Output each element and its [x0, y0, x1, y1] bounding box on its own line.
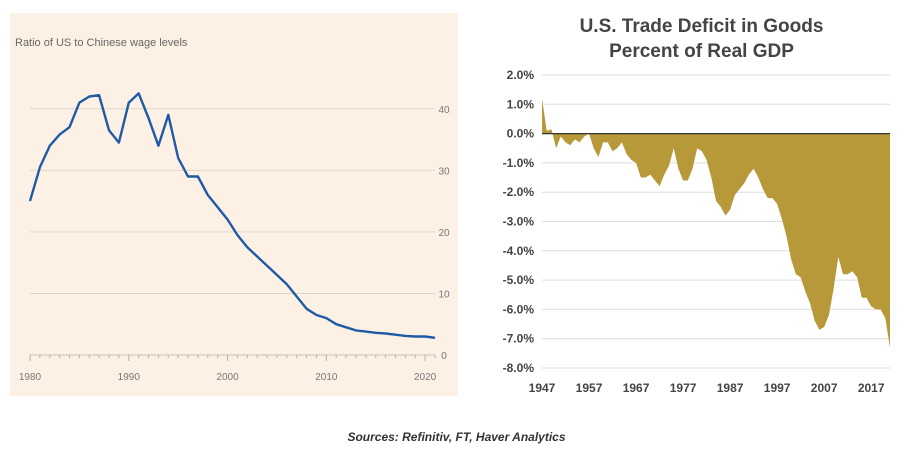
wage-ratio-y-tick-label: 0 [441, 351, 447, 362]
trade-deficit-x-tick-label: 1947 [529, 381, 556, 395]
trade-deficit-y-tick-label: -5.0% [503, 273, 535, 287]
wage-ratio-chart-panel: Ratio of US to Chinese wage levels 0 10 20… [10, 13, 458, 396]
wage-ratio-x-tick-label: 2020 [414, 372, 437, 383]
wage-ratio-series-line [28, 92, 436, 339]
trade-deficit-y-tick-label: -2.0% [503, 185, 535, 199]
wage-ratio-y-tick-label: 40 [438, 105, 450, 116]
wage-ratio-chart-title: Ratio of US to Chinese wage levels [15, 37, 188, 49]
trade-deficit-x-tick-label: 2007 [811, 381, 838, 395]
trade-deficit-y-tick-label: -1.0% [503, 156, 535, 170]
wage-ratio-y-tick-label: 20 [438, 228, 450, 239]
trade-deficit-y-tick-label: -8.0% [503, 361, 535, 375]
trade-deficit-y-tick-label: -3.0% [503, 215, 535, 229]
trade-deficit-area [542, 98, 890, 348]
wage-ratio-x-tick-label: 1980 [19, 372, 42, 383]
trade-deficit-x-tick-label: 1967 [623, 381, 650, 395]
trade-deficit-chart-subtitle: Percent of Real GDP [609, 41, 794, 62]
wage-ratio-x-tick-label: 1990 [118, 372, 141, 383]
wage-ratio-x-tick-label: 2000 [216, 372, 239, 383]
trade-deficit-y-tick-label: -6.0% [503, 302, 535, 316]
trade-deficit-y-tick-label: -4.0% [503, 244, 535, 258]
trade-deficit-y-tick-label: 0.0% [507, 127, 535, 141]
trade-deficit-chart: 2.0% 1.0% 0.0% -1.0% -2.0% -3.0% -4.0% -5.0% -6.… [503, 68, 890, 395]
trade-deficit-x-tick-label: 2017 [858, 381, 885, 395]
wage-ratio-chart: Ratio of US to Chinese wage levels 0 10 20… [15, 37, 450, 383]
trade-deficit-x-tick-label: 1987 [717, 381, 744, 395]
trade-deficit-y-tick-label: -7.0% [503, 332, 535, 346]
trade-deficit-x-tick-label: 1977 [670, 381, 697, 395]
trade-deficit-x-tick-label: 1957 [576, 381, 603, 395]
wage-ratio-y-tick-label: 30 [438, 166, 450, 177]
trade-deficit-y-tick-label: 2.0% [507, 68, 535, 82]
source-note: Sources: Refinitiv, FT, Haver Analytics [347, 430, 566, 444]
trade-deficit-y-tick-label: 1.0% [507, 97, 535, 111]
wage-ratio-x-tick-label: 2010 [315, 372, 338, 383]
wage-ratio-y-tick-label: 10 [438, 289, 450, 300]
trade-deficit-chart-title: U.S. Trade Deficit in Goods [579, 16, 824, 37]
trade-deficit-x-tick-label: 1997 [764, 381, 791, 395]
